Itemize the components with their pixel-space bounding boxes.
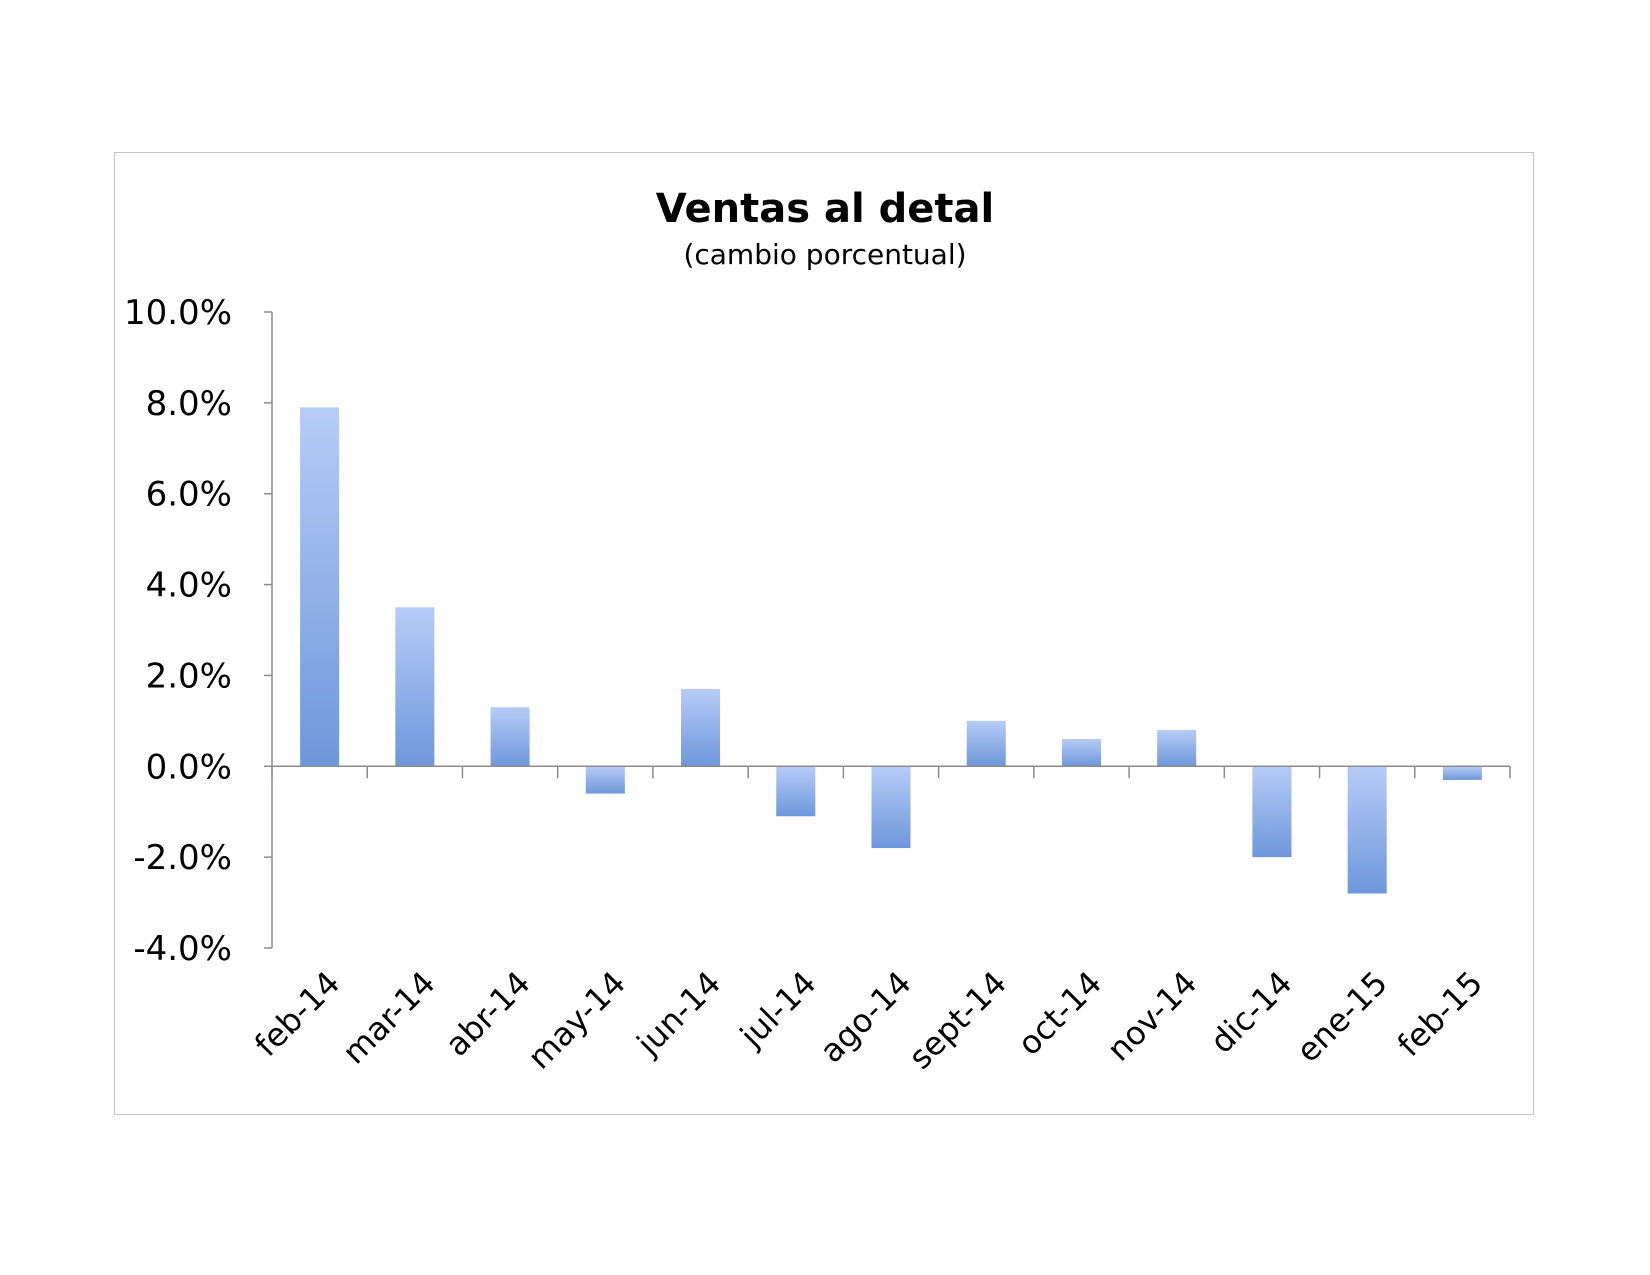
- bar-jul-14: [776, 766, 816, 817]
- x-tick-label: sept-14: [901, 964, 1014, 1077]
- y-tick-label: 2.0%: [146, 656, 232, 696]
- x-tick-label: nov-14: [1100, 964, 1205, 1069]
- bar-ago-14: [871, 766, 911, 849]
- chart-subtitle: (cambio porcentual): [683, 238, 966, 271]
- x-tick-label: mar-14: [335, 964, 443, 1072]
- y-tick-label: -4.0%: [133, 929, 232, 969]
- x-tick-label: ene-15: [1289, 964, 1395, 1070]
- x-tick-label: jun-14: [629, 964, 729, 1064]
- bar-oct-14: [1061, 739, 1101, 767]
- bar-mar-14: [395, 607, 435, 767]
- y-tick-label: -2.0%: [133, 838, 232, 878]
- x-tick-label: jul-14: [732, 964, 823, 1055]
- y-tick-label: 4.0%: [146, 566, 232, 606]
- bars: [300, 407, 1482, 894]
- x-tick-label: feb-15: [1390, 964, 1490, 1064]
- x-tick-label: oct-14: [1010, 964, 1109, 1063]
- chart-title: Ventas al detal: [656, 186, 994, 232]
- chart-frame: [114, 152, 1534, 1115]
- bar-dic-14: [1252, 766, 1292, 858]
- y-tick-label: 8.0%: [146, 384, 232, 424]
- bar-feb-15: [1442, 766, 1482, 780]
- x-tick-label: dic-14: [1203, 964, 1300, 1061]
- y-axis: 10.0% 8.0% 6.0% 4.0% 2.0% 0.0% -2.0% -4.0%: [124, 293, 273, 969]
- bar-ene-15: [1347, 766, 1387, 894]
- x-tick-label: ago-14: [812, 964, 918, 1070]
- bar-nov-14: [1157, 729, 1197, 767]
- bar-may-14: [585, 766, 625, 794]
- x-tick-label: may-14: [520, 964, 633, 1077]
- y-tick-label: 6.0%: [146, 475, 232, 515]
- bar-feb-14: [300, 407, 340, 767]
- bar-jun-14: [681, 689, 721, 767]
- bar-abr-14: [490, 707, 530, 767]
- y-tick-label: 0.0%: [146, 747, 232, 787]
- bar-sept-14: [966, 720, 1006, 767]
- x-tick-label: feb-14: [247, 964, 347, 1064]
- y-tick-label: 10.0%: [124, 293, 232, 333]
